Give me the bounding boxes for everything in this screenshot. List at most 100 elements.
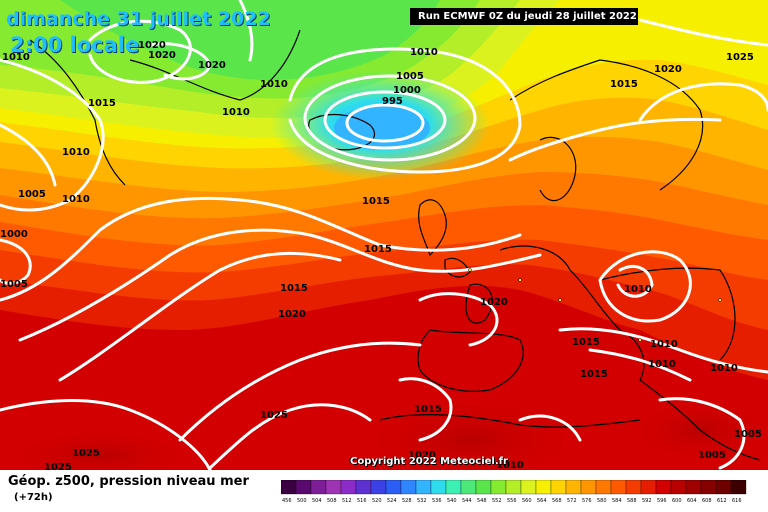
isobar-label: 1015 [610, 79, 638, 90]
isobar-label: 1000 [0, 229, 28, 240]
color-scale-tick: 608 [702, 498, 712, 504]
isobar-label: 1005 [396, 71, 424, 82]
run-info-banner: Run ECMWF 0Z du jeudi 28 juillet 2022 [410, 8, 638, 25]
color-scale-tick: 544 [462, 498, 472, 504]
color-swatch [340, 480, 357, 495]
isobar-label: 1005 [0, 279, 28, 290]
color-swatch [281, 480, 297, 495]
color-swatch [670, 480, 687, 495]
color-scale-tick: 592 [642, 498, 652, 504]
isobar-label: 1020 [138, 40, 166, 51]
color-scale-tick: 524 [387, 498, 397, 504]
isobar-label: 1005 [734, 429, 762, 440]
color-scale-tick: 576 [582, 498, 592, 504]
isobar-label: 1025 [72, 448, 100, 459]
color-swatch [685, 480, 702, 495]
isobar-label: 1010 [648, 359, 676, 370]
color-swatch [520, 480, 537, 495]
isobar-label: 1015 [88, 98, 116, 109]
legend-subtitle: (+72h) [14, 492, 53, 503]
isobar-label: 1020 [408, 450, 436, 461]
color-scale-tick: 520 [372, 498, 382, 504]
isobar-label: 1005 [18, 189, 46, 200]
color-swatch [445, 480, 462, 495]
color-scale-tick: 512 [342, 498, 352, 504]
color-swatch [535, 480, 552, 495]
color-scale-tick: 612 [717, 498, 727, 504]
color-swatch [415, 480, 432, 495]
isobar-label: 1015 [580, 369, 608, 380]
color-scale-tick: 532 [417, 498, 427, 504]
isobar-label: 1025 [260, 410, 288, 421]
isobar-label: 1010 [62, 194, 90, 205]
color-scale-tick: 504 [312, 498, 322, 504]
color-swatch [310, 480, 327, 495]
isobar-label: 1010 [62, 147, 90, 158]
isobar-label: 1010 [410, 47, 438, 58]
geopotential-field [0, 0, 768, 470]
color-swatch [385, 480, 402, 495]
isobar-label: 1020 [480, 297, 508, 308]
color-swatch [565, 480, 582, 495]
legend-footer: Géop. z500, pression niveau mer (+72h) 4… [0, 470, 768, 512]
color-scale-tick: 560 [522, 498, 532, 504]
color-swatch [325, 480, 342, 495]
isobar-labels: 1010102010201015102010101010101010051000… [0, 40, 762, 470]
color-swatch [700, 480, 717, 495]
isobar-label: 1020 [148, 50, 176, 61]
color-scale-tick: 568 [552, 498, 562, 504]
color-scale-tick: 580 [597, 498, 607, 504]
isobar-label: 1015 [280, 283, 308, 294]
color-scale-tick: 540 [447, 498, 457, 504]
color-scale-tick: 456 [282, 498, 292, 504]
color-swatch [370, 480, 387, 495]
isobars [0, 0, 768, 470]
color-swatch [730, 480, 747, 495]
color-swatch [625, 480, 642, 495]
color-scale-tick: 516 [357, 498, 367, 504]
map-markers [468, 268, 722, 342]
color-scale-tick: 528 [402, 498, 412, 504]
isobar-label: 1020 [198, 60, 226, 71]
color-scale-tick: 500 [297, 498, 307, 504]
color-swatch [595, 480, 612, 495]
color-swatch [580, 480, 597, 495]
isobar-label: 1015 [572, 337, 600, 348]
isobar-label: 1010 [2, 52, 30, 63]
color-scale-tick: 600 [672, 498, 682, 504]
isobar-label: 1025 [726, 52, 754, 63]
color-swatch [490, 480, 507, 495]
color-swatch [355, 480, 372, 495]
color-scale-tick: 584 [612, 498, 622, 504]
color-scale-tick: 604 [687, 498, 697, 504]
color-swatch [655, 480, 672, 495]
isobar-label: 1005 [698, 450, 726, 461]
color-scale-tick: 548 [477, 498, 487, 504]
isobar-label: 1010 [710, 363, 738, 374]
isobar-label: 1020 [278, 309, 306, 320]
color-swatch [460, 480, 477, 495]
isobar-label: 1020 [654, 64, 682, 75]
color-scale-bar: 456 500 504 508 512 516 520 524 528 532 536 540 544 5… [281, 480, 747, 504]
isobar-label: 1010 [624, 284, 652, 295]
isobar-label: 1015 [414, 404, 442, 415]
isobar-label: 1010 [496, 460, 524, 470]
legend-title: Géop. z500, pression niveau mer [8, 474, 249, 489]
color-swatch [400, 480, 417, 495]
isobar-label: 1010 [650, 339, 678, 350]
color-swatch [295, 480, 312, 495]
color-swatch [505, 480, 522, 495]
isobar-label: 995 [382, 96, 403, 107]
color-swatch [715, 480, 732, 495]
color-swatch [475, 480, 492, 495]
isobar-label: 1010 [222, 107, 250, 118]
color-scale-tick: 508 [327, 498, 337, 504]
color-scale-tick: 572 [567, 498, 577, 504]
color-scale-tick: 616 [732, 498, 742, 504]
isobar-label: 1025 [44, 462, 72, 470]
color-swatch [430, 480, 447, 495]
color-swatch [640, 480, 657, 495]
color-scale-tick: 552 [492, 498, 502, 504]
color-swatch [550, 480, 567, 495]
color-scale-tick: 556 [507, 498, 517, 504]
